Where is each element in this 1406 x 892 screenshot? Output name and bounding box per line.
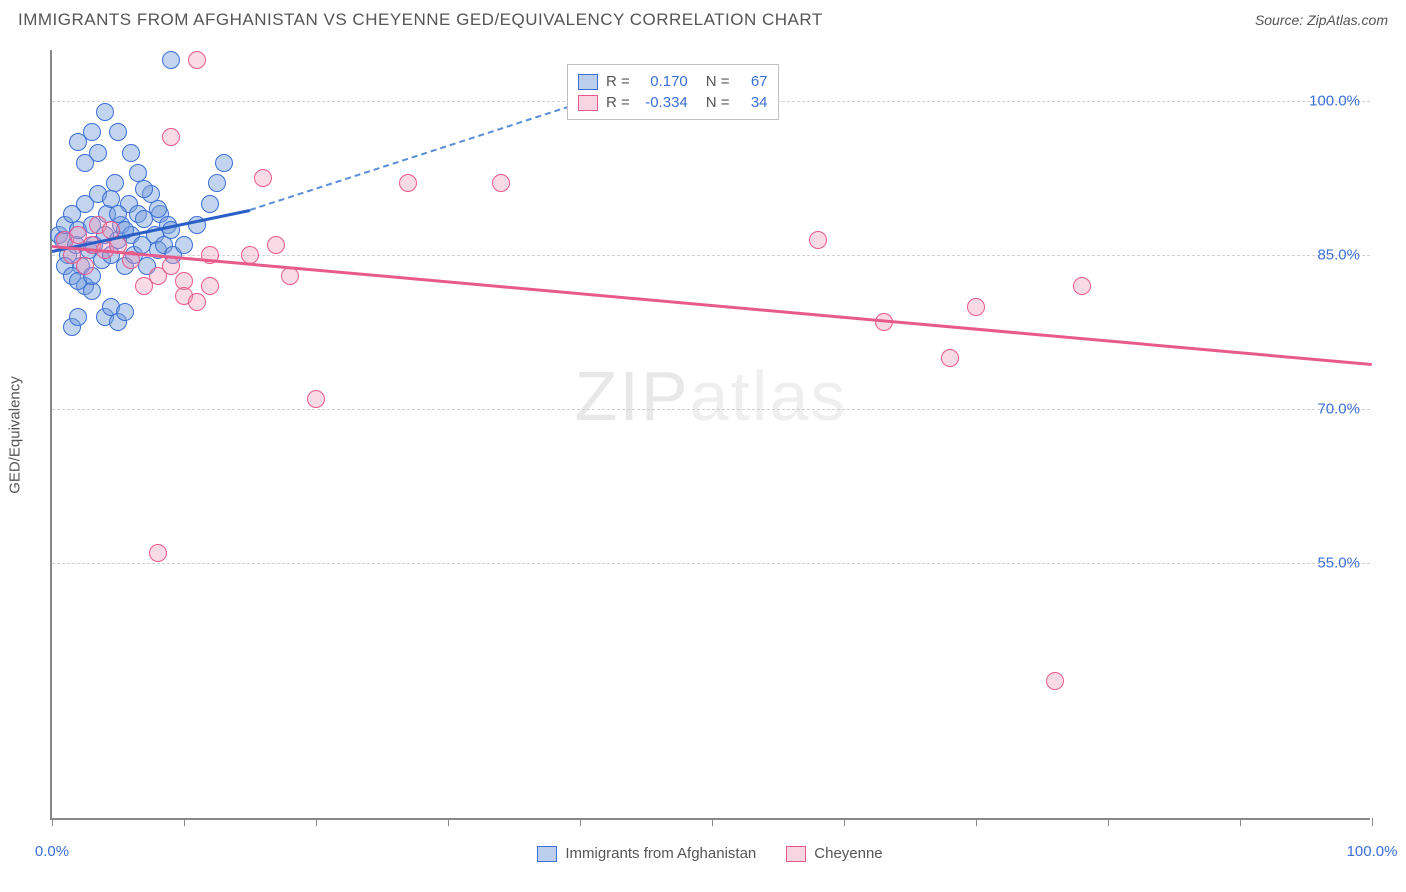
r-label: R = [606,94,630,111]
r-label: R = [606,73,630,90]
chart-title: IMMIGRANTS FROM AFGHANISTAN VS CHEYENNE … [18,10,823,30]
scatter-point [162,128,180,146]
gridline [52,563,1370,564]
x-tick [52,818,53,826]
scatter-point [109,123,127,141]
scatter-point [399,174,417,192]
scatter-point [162,51,180,69]
y-tick-label: 70.0% [1317,401,1360,418]
y-tick-label: 55.0% [1317,555,1360,572]
n-value: 34 [738,94,768,111]
scatter-point [135,180,153,198]
plot-region: ZIPatlas 55.0%70.0%85.0%100.0%0.0%100.0%… [50,50,1370,820]
legend-label-blue: Immigrants from Afghanistan [565,845,756,862]
r-value: -0.334 [638,94,688,111]
scatter-point [254,169,272,187]
scatter-point [149,200,167,218]
bottom-legend: Immigrants from Afghanistan Cheyenne [50,845,1370,862]
chart-area: GED/Equivalency ZIPatlas 55.0%70.0%85.0%… [50,50,1370,820]
x-tick [712,818,713,826]
scatter-point [116,303,134,321]
x-tick [976,818,977,826]
scatter-point [96,103,114,121]
scatter-point [69,308,87,326]
scatter-point [1046,672,1064,690]
x-tick [316,818,317,826]
x-tick [1240,818,1241,826]
scatter-point [941,349,959,367]
scatter-point [201,195,219,213]
legend-item-blue: Immigrants from Afghanistan [537,845,756,862]
legend-item-pink: Cheyenne [786,845,882,862]
header: IMMIGRANTS FROM AFGHANISTAN VS CHEYENNE … [0,0,1406,36]
scatter-point [188,51,206,69]
r-value: 0.170 [638,73,688,90]
trend-line [52,245,1372,366]
scatter-point [188,293,206,311]
scatter-point [809,231,827,249]
watermark-bold: ZIP [575,357,690,435]
watermark: ZIPatlas [575,356,848,436]
scatter-point [1073,277,1091,295]
x-tick [580,818,581,826]
x-tick [1372,818,1373,826]
legend-swatch-pink [786,846,806,862]
n-value: 67 [738,73,768,90]
scatter-point [307,390,325,408]
scatter-point [215,154,233,172]
y-tick-label: 85.0% [1317,247,1360,264]
legend-swatch-blue [537,846,557,862]
scatter-point [281,267,299,285]
scatter-point [122,144,140,162]
scatter-point [162,257,180,275]
scatter-point [208,174,226,192]
scatter-point [76,257,94,275]
scatter-point [201,277,219,295]
watermark-thin: atlas [690,357,848,435]
stats-row: R = -0.334 N = 34 [578,92,768,113]
x-tick [1108,818,1109,826]
x-tick [184,818,185,826]
stats-swatch [578,95,598,111]
scatter-point [149,544,167,562]
stats-box: R = 0.170 N = 67 R = -0.334 N = 34 [567,64,779,120]
scatter-point [967,298,985,316]
n-label: N = [706,94,730,111]
y-axis-label: GED/Equivalency [7,376,24,494]
x-tick [844,818,845,826]
x-tick [448,818,449,826]
scatter-point [267,236,285,254]
scatter-point [492,174,510,192]
stats-row: R = 0.170 N = 67 [578,71,768,92]
scatter-point [89,144,107,162]
n-label: N = [706,73,730,90]
legend-label-pink: Cheyenne [814,845,882,862]
y-tick-label: 100.0% [1309,93,1360,110]
scatter-point [175,236,193,254]
scatter-point [83,123,101,141]
gridline [52,409,1370,410]
stats-swatch [578,74,598,90]
source-attribution: Source: ZipAtlas.com [1255,12,1388,28]
